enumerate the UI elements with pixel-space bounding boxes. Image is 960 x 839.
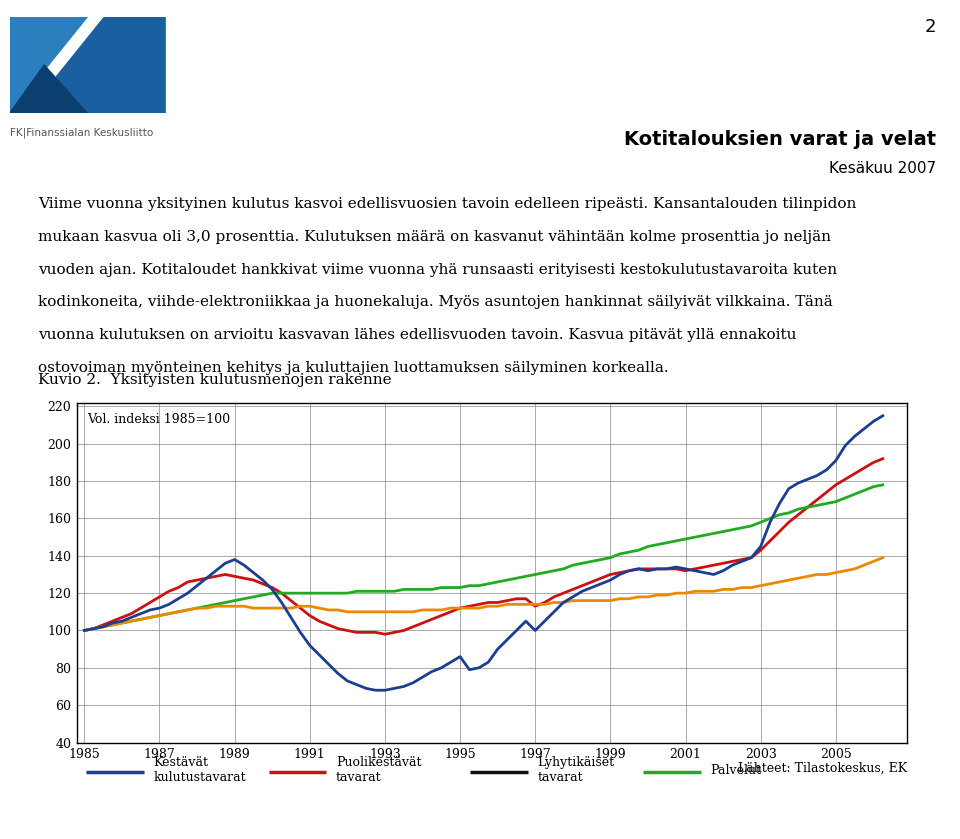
Text: FK|Finanssialan Keskusliitto: FK|Finanssialan Keskusliitto — [10, 128, 153, 138]
Text: kodinkoneita, viihde-elektroniikkaa ja huonekaluja. Myös asuntojen hankinnat säi: kodinkoneita, viihde-elektroniikkaa ja h… — [38, 295, 833, 310]
Text: mukaan kasvua oli 3,0 prosenttia. Kulutuksen määrä on kasvanut vähintään kolme p: mukaan kasvua oli 3,0 prosenttia. Kulutu… — [38, 230, 831, 244]
Polygon shape — [10, 65, 87, 113]
Text: vuoden ajan. Kotitaloudet hankkivat viime vuonna yhä runsaasti erityisesti kesto: vuoden ajan. Kotitaloudet hankkivat viim… — [38, 263, 837, 277]
Text: Kestävät
kulutustavarat: Kestävät kulutustavarat — [154, 756, 246, 784]
Text: Viime vuonna yksityinen kulutus kasvoi edellisvuosien tavoin edelleen ripeästi. : Viime vuonna yksityinen kulutus kasvoi e… — [38, 197, 856, 211]
Text: Lähteet: Tilastokeskus, EK: Lähteet: Tilastokeskus, EK — [738, 762, 907, 774]
Text: vuonna kulutuksen on arvioitu kasvavan lähes edellisvuoden tavoin. Kasvua pitävä: vuonna kulutuksen on arvioitu kasvavan l… — [38, 328, 797, 342]
Text: Vol. indeksi 1985=100: Vol. indeksi 1985=100 — [86, 413, 229, 426]
Polygon shape — [10, 17, 87, 113]
Text: Puolikestävät
tavarat: Puolikestävät tavarat — [336, 756, 421, 784]
Text: Kuvio 2.  Yksityisten kulutusmenojen rakenne: Kuvio 2. Yksityisten kulutusmenojen rake… — [38, 373, 392, 388]
Text: 2: 2 — [924, 18, 936, 36]
Text: Palvelut: Palvelut — [710, 763, 761, 777]
Text: Lyhytikäiset
tavarat: Lyhytikäiset tavarat — [538, 756, 614, 784]
Polygon shape — [27, 17, 165, 113]
Text: Kotitalouksien varat ja velat: Kotitalouksien varat ja velat — [624, 130, 936, 149]
Text: ostovoiman myönteinen kehitys ja kuluttajien luottamuksen säilyminen korkealla.: ostovoiman myönteinen kehitys ja kulutta… — [38, 361, 669, 375]
Text: Kesäkuu 2007: Kesäkuu 2007 — [828, 161, 936, 176]
